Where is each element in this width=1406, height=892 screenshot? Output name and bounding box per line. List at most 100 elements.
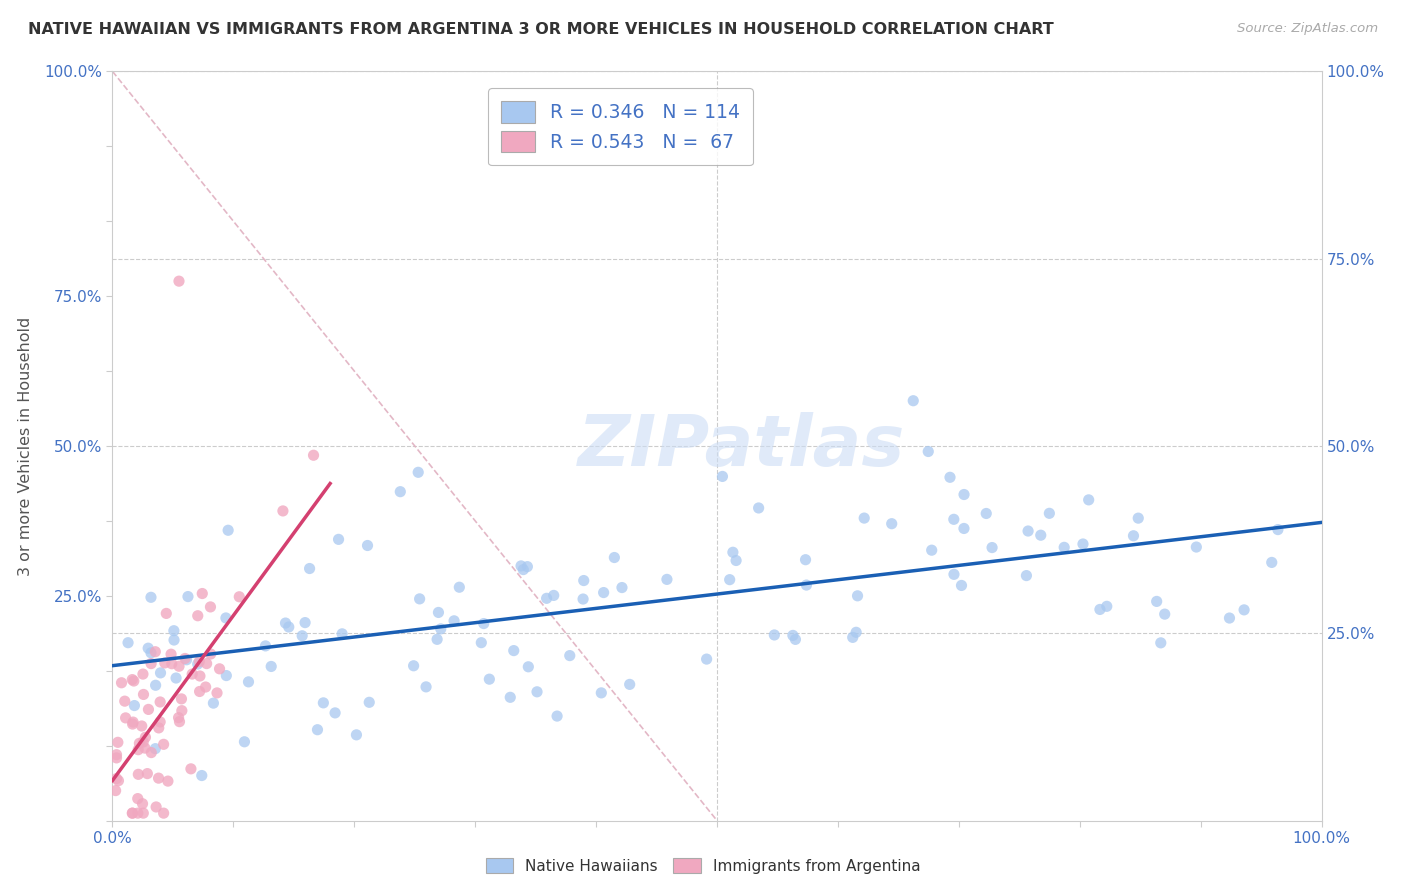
Point xyxy=(132,806,155,821)
Point xyxy=(195,657,218,671)
Point xyxy=(167,711,190,725)
Point xyxy=(167,274,190,288)
Point xyxy=(215,668,238,682)
Point xyxy=(107,735,129,749)
Point xyxy=(121,673,143,687)
Point xyxy=(1015,568,1038,582)
Point xyxy=(134,741,156,756)
Point xyxy=(782,628,804,642)
Point xyxy=(510,558,533,573)
Point xyxy=(696,652,718,666)
Point xyxy=(499,690,522,705)
Point xyxy=(346,728,368,742)
Point xyxy=(238,674,260,689)
Point xyxy=(526,685,548,699)
Point xyxy=(121,717,143,731)
Point xyxy=(443,614,465,628)
Point xyxy=(1153,607,1175,621)
Point xyxy=(406,465,429,479)
Point xyxy=(330,627,353,641)
Point xyxy=(312,696,335,710)
Legend: R = 0.346   N = 114, R = 0.543   N =  67: R = 0.346 N = 114, R = 0.543 N = 67 xyxy=(488,88,752,165)
Point xyxy=(1218,611,1240,625)
Point xyxy=(572,592,595,607)
Point xyxy=(165,671,187,685)
Point xyxy=(271,504,294,518)
Point xyxy=(655,573,678,587)
Point xyxy=(516,559,538,574)
Point xyxy=(121,806,143,821)
Point xyxy=(215,611,238,625)
Point xyxy=(711,469,734,483)
Point xyxy=(402,658,425,673)
Point xyxy=(950,578,973,592)
Point xyxy=(152,737,174,751)
Point xyxy=(188,684,211,698)
Point xyxy=(152,806,174,821)
Point xyxy=(1088,602,1111,616)
Point xyxy=(160,657,183,671)
Point xyxy=(136,641,159,656)
Point xyxy=(953,487,976,501)
Point xyxy=(558,648,581,663)
Point xyxy=(592,585,614,599)
Point xyxy=(294,615,316,630)
Point xyxy=(188,655,211,669)
Point xyxy=(1071,537,1094,551)
Point xyxy=(796,578,818,592)
Point xyxy=(163,633,186,648)
Point xyxy=(356,539,378,553)
Point xyxy=(131,719,153,733)
Point xyxy=(427,606,450,620)
Point xyxy=(138,702,160,716)
Point xyxy=(124,698,146,713)
Point xyxy=(228,590,250,604)
Point xyxy=(359,695,381,709)
Point xyxy=(176,653,198,667)
Point xyxy=(149,714,172,729)
Point xyxy=(942,512,965,526)
Point xyxy=(170,704,193,718)
Point xyxy=(1038,506,1060,520)
Point xyxy=(104,783,127,797)
Point xyxy=(389,484,412,499)
Point xyxy=(174,651,197,665)
Point xyxy=(180,762,202,776)
Point xyxy=(981,541,1004,555)
Point xyxy=(134,731,156,745)
Y-axis label: 3 or more Vehicles in Household: 3 or more Vehicles in Household xyxy=(18,317,32,575)
Point xyxy=(953,521,976,535)
Point xyxy=(942,567,965,582)
Legend: Native Hawaiians, Immigrants from Argentina: Native Hawaiians, Immigrants from Argent… xyxy=(479,852,927,880)
Point xyxy=(132,735,155,749)
Point xyxy=(470,635,492,649)
Point xyxy=(291,629,314,643)
Point xyxy=(127,742,149,756)
Point xyxy=(170,692,193,706)
Point xyxy=(426,632,449,647)
Point xyxy=(200,599,222,614)
Point xyxy=(139,591,162,605)
Point xyxy=(169,714,191,729)
Point xyxy=(512,563,534,577)
Point xyxy=(149,665,172,680)
Point xyxy=(841,631,863,645)
Point xyxy=(141,746,163,760)
Point xyxy=(114,711,136,725)
Point xyxy=(187,608,209,623)
Point xyxy=(254,639,277,653)
Point xyxy=(217,523,239,537)
Point xyxy=(202,696,225,710)
Point xyxy=(1233,603,1256,617)
Point xyxy=(903,393,925,408)
Point xyxy=(572,574,595,588)
Point xyxy=(274,615,297,630)
Point xyxy=(121,806,143,821)
Point xyxy=(139,646,162,660)
Point xyxy=(127,791,149,805)
Point xyxy=(1128,511,1150,525)
Point xyxy=(1095,599,1118,614)
Point xyxy=(449,580,471,594)
Point xyxy=(721,545,744,559)
Point xyxy=(107,773,129,788)
